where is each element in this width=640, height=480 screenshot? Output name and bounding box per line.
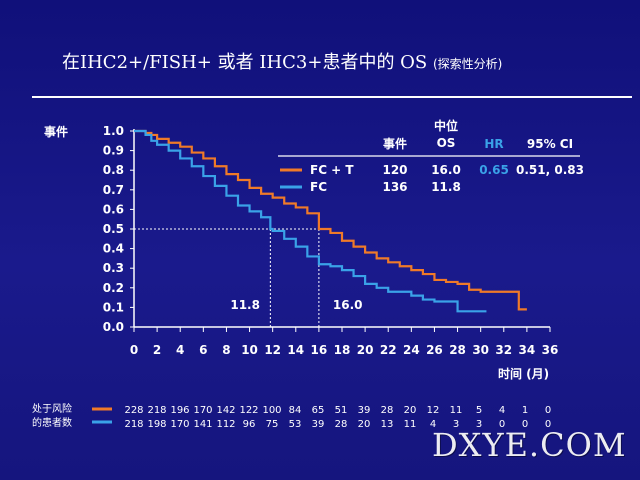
y-tick-label: 0.4 [103,242,124,256]
table-median-value: 16.0 [431,163,461,177]
x-tick-label: 26 [426,343,443,357]
table-header-ci: 95% CI [527,137,573,151]
at-risk-fct-value: 100 [262,405,281,416]
at-risk-fc-value: 0 [545,419,551,430]
y-tick-label: 0.3 [103,261,124,275]
at-risk-fc-value: 96 [243,419,256,430]
x-axis-label: 时间 (月) [498,366,549,381]
legend-label-fc: FC [310,180,327,194]
at-risk-fc-value: 3 [476,419,482,430]
x-tick-label: 32 [495,343,512,357]
y-tick-label: 0.7 [103,183,124,197]
at-risk-fct-value: 170 [193,405,212,416]
at-risk-fc-value: 4 [430,419,436,430]
table-header-events: 事件 [383,136,407,151]
at-risk-fct-value: 4 [499,405,505,416]
x-tick-label: 22 [380,343,397,357]
at-risk-fct-value: 39 [358,405,371,416]
at-risk-fc-value: 13 [381,419,394,430]
table-hr-value: 0.65 [479,163,509,177]
at-risk-fc-value: 170 [170,419,189,430]
legend-label-fct: FC + T [310,163,354,177]
table-header-median-top: 中位 [434,118,458,133]
y-tick-label: 0.6 [103,202,124,216]
x-tick-label: 8 [222,343,230,357]
at-risk-fct-value: 84 [289,405,302,416]
title-main: 在IHC2+/FISH+ 或者 IHC3+患者中的 OS [62,52,428,73]
x-tick-label: 0 [130,343,138,357]
at-risk-fc-value: 3 [453,419,459,430]
x-tick-label: 28 [449,343,466,357]
at-risk-fct-value: 11 [450,405,463,416]
at-risk-fct-value: 1 [522,405,528,416]
at-risk-fct-value: 51 [335,405,348,416]
at-risk-fct-value: 218 [147,405,166,416]
title-sub: (探索性分析) [433,57,503,71]
km-curve-fct [134,129,527,311]
at-risk-fct-value: 228 [124,405,143,416]
y-tick-label: 0.1 [103,300,124,314]
table-events-value: 136 [382,180,407,194]
watermark-logo: DXYE.COM [432,426,627,464]
table-events-value: 120 [382,163,407,177]
at-risk-fct-value: 0 [545,405,551,416]
y-tick-label: 0.0 [103,320,124,334]
at-risk-fc-value: 198 [147,419,166,430]
at-risk-fct-value: 20 [404,405,417,416]
median-label-fc: 11.8 [230,298,260,312]
y-tick-label: 0.9 [103,144,124,158]
at-risk-fc-value: 39 [312,419,325,430]
at-risk-fct-value: 142 [216,405,235,416]
x-tick-label: 14 [287,343,304,357]
at-risk-fct-value: 12 [427,405,440,416]
at-risk-fc-value: 53 [289,419,302,430]
x-tick-label: 10 [241,343,258,357]
at-risk-fct-value: 122 [239,405,258,416]
table-header-hr: HR [484,137,503,151]
at-risk-fc-value: 0 [522,419,528,430]
y-tick-label: 0.5 [103,222,124,236]
median-label-fct: 16.0 [333,298,363,312]
at-risk-label-line1: 处于风险 [32,402,72,415]
title-divider [32,96,632,98]
at-risk-fc-value: 11 [404,419,417,430]
x-tick-label: 30 [472,343,489,357]
at-risk-fct-value: 5 [476,405,482,416]
at-risk-fc-value: 112 [216,419,235,430]
y-tick-label: 0.2 [103,281,124,295]
y-axis-label: 事件 [44,124,68,139]
x-tick-label: 2 [153,343,161,357]
y-tick-label: 0.8 [103,163,124,177]
x-tick-label: 4 [176,343,184,357]
x-tick-label: 24 [403,343,420,357]
at-risk-fc-value: 28 [335,419,348,430]
x-tick-label: 16 [311,343,328,357]
table-ci-value: 0.51, 0.83 [516,163,584,177]
at-risk-fc-value: 20 [358,419,371,430]
at-risk-fc-value: 0 [499,419,505,430]
km-curve-fc [134,129,487,313]
x-tick-label: 6 [199,343,207,357]
table-header-median-bottom: OS [437,136,456,150]
x-tick-label: 18 [334,343,351,357]
y-tick-label: 1.0 [103,124,124,138]
at-risk-fct-value: 28 [381,405,394,416]
x-tick-label: 34 [519,343,536,357]
x-tick-label: 20 [357,343,374,357]
at-risk-fct-value: 65 [312,405,325,416]
x-tick-label: 36 [542,343,559,357]
at-risk-fc-value: 141 [193,419,212,430]
at-risk-fc-value: 75 [266,419,279,430]
table-median-value: 11.8 [431,180,461,194]
at-risk-label-line2: 的患者数 [32,416,72,429]
page-title: 在IHC2+/FISH+ 或者 IHC3+患者中的 OS (探索性分析) [62,48,502,74]
at-risk-fct-value: 196 [170,405,189,416]
at-risk-fc-value: 218 [124,419,143,430]
x-tick-label: 12 [264,343,281,357]
